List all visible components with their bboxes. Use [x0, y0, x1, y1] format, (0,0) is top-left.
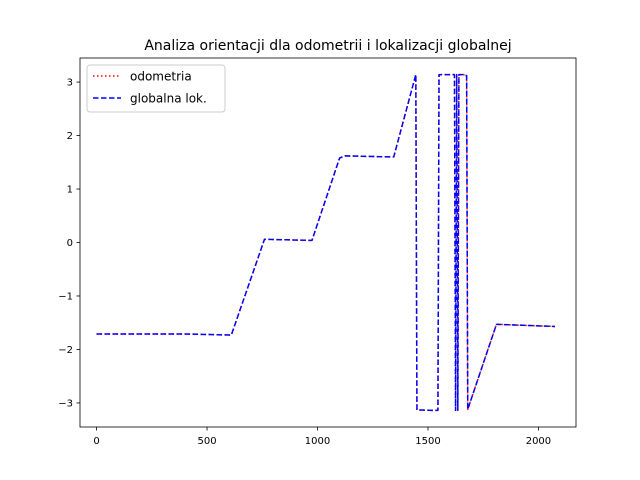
legend-box: [86, 64, 226, 113]
x-tick-label: 1000: [305, 436, 330, 447]
y-tick-label: 1: [67, 185, 73, 196]
y-tick-label: −3: [58, 398, 73, 409]
y-tick-label: −1: [58, 291, 73, 302]
legend-label-odometria: odometria: [130, 70, 192, 84]
x-tick-label: 500: [197, 436, 216, 447]
x-tick-label: 1500: [415, 436, 440, 447]
legend: odometria globalna lok.: [86, 64, 226, 113]
x-axis: 0 500 1000 1500 2000: [93, 427, 551, 447]
x-tick-label: 2000: [526, 436, 551, 447]
y-axis: −3 −2 −1 0 1 2 3: [58, 78, 80, 409]
x-tick-label: 0: [93, 436, 99, 447]
y-tick-label: 3: [67, 78, 73, 89]
legend-label-globalna-lok: globalna lok.: [130, 92, 207, 106]
series-line-1: [96, 73, 556, 412]
y-tick-label: 2: [67, 131, 73, 142]
series-layer: [96, 73, 556, 412]
y-tick-label: 0: [67, 238, 73, 249]
y-tick-label: −2: [58, 345, 73, 356]
chart-title: Analiza orientacji dla odometrii i lokal…: [144, 38, 511, 54]
plot-area: [80, 58, 576, 427]
